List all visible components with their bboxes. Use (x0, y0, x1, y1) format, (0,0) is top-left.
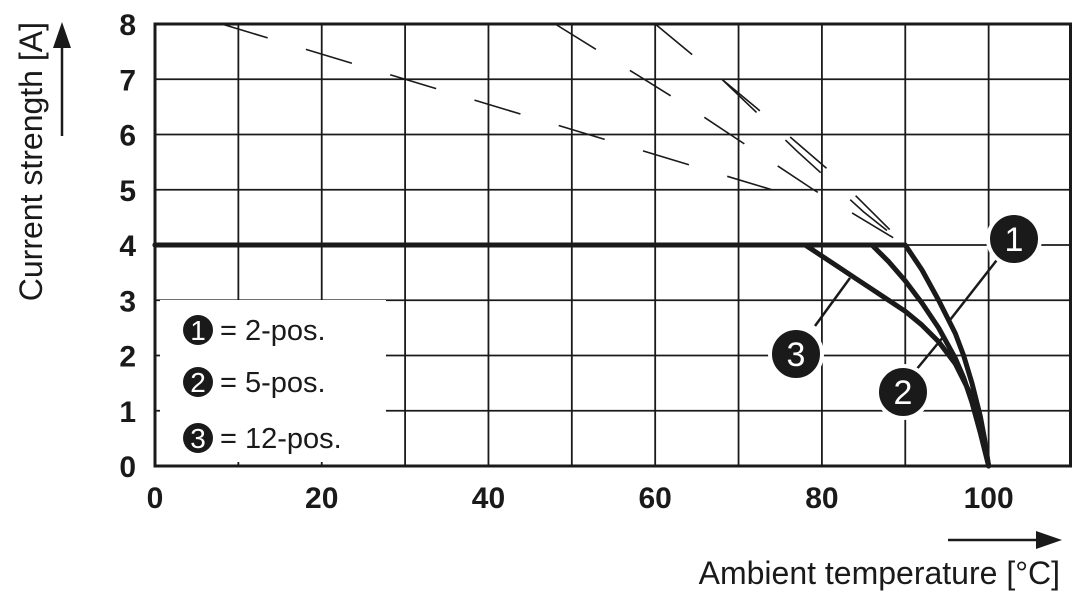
legend-badge-1-label: 1 (190, 315, 206, 346)
y-tick-label: 6 (119, 120, 136, 153)
legend-item-2: 2 = 5-pos. (183, 367, 326, 399)
callout-1-label: 1 (1005, 221, 1024, 259)
callout-1-badge (986, 211, 1042, 267)
callout-3-label: 3 (787, 336, 806, 374)
legend-label-1: = 2-pos. (220, 315, 326, 347)
y-tick-label: 3 (119, 285, 136, 318)
y-tick-label: 1 (119, 396, 136, 429)
dashed-extension-3 (654, 23, 906, 246)
y-tick-label: 4 (119, 230, 136, 263)
x-axis-arrow-icon (1036, 531, 1062, 549)
legend-item-1: 1 = 2-pos. (183, 315, 326, 347)
legend-badge-1 (183, 315, 213, 345)
y-tick-labels: 0 1 2 3 4 5 6 7 8 (119, 9, 136, 484)
legend: 1 = 2-pos. 2 = 5-pos. 3 = 12-pos. (160, 300, 386, 462)
legend-badge-3 (183, 423, 213, 453)
plot-border (153, 22, 1072, 468)
y-axis-title: Current strength [A] (13, 22, 49, 301)
y-tick-label: 7 (119, 64, 136, 97)
y-tick-label: 0 (119, 451, 136, 484)
x-tick-label: 80 (805, 482, 838, 515)
legend-label-3: = 12-pos. (220, 423, 342, 455)
callout-1: 1 (949, 211, 1042, 321)
dashed-extensions (221, 23, 906, 246)
legend-badge-2 (183, 367, 213, 397)
x-axis-title: Ambient temperature [°C] (699, 555, 1060, 591)
legend-label-2: = 5-pos. (220, 367, 326, 399)
plot-frame (153, 22, 1072, 468)
y-tick-label: 2 (119, 341, 136, 374)
legend-badge-3-label: 3 (190, 423, 206, 454)
x-tick-label: 100 (964, 482, 1014, 515)
x-axis-title-group: Ambient temperature [°C] (699, 531, 1062, 591)
callout-3-leader (813, 277, 852, 327)
x-tick-labels: 0 20 40 60 80 100 (147, 482, 1014, 515)
y-tick-label: 5 (119, 175, 136, 208)
dashed-extension-4 (721, 78, 906, 246)
callout-2-leader (915, 335, 945, 371)
y-axis-title-group: Current strength [A] (13, 22, 71, 301)
callout-2: 2 (875, 335, 945, 420)
dashed-extension-1 (221, 23, 773, 191)
callout-2-badge (875, 364, 931, 420)
y-axis-arrow-icon (53, 22, 71, 48)
callout-3-badge (768, 326, 824, 382)
x-tick-label: 40 (472, 482, 505, 515)
x-tick-label: 60 (638, 482, 671, 515)
callout-2-label: 2 (894, 374, 913, 412)
dashed-extension-2 (554, 23, 906, 246)
callout-1-leader (949, 255, 1001, 321)
callout-3: 3 (768, 277, 852, 382)
x-tick-label: 20 (305, 482, 338, 515)
x-tick-label: 0 (147, 482, 164, 515)
legend-item-3: 3 = 12-pos. (183, 423, 342, 455)
legend-badge-2-label: 2 (190, 367, 206, 398)
y-tick-label: 8 (119, 9, 136, 42)
series-line-3 (152, 242, 992, 469)
series-curves (152, 242, 992, 469)
